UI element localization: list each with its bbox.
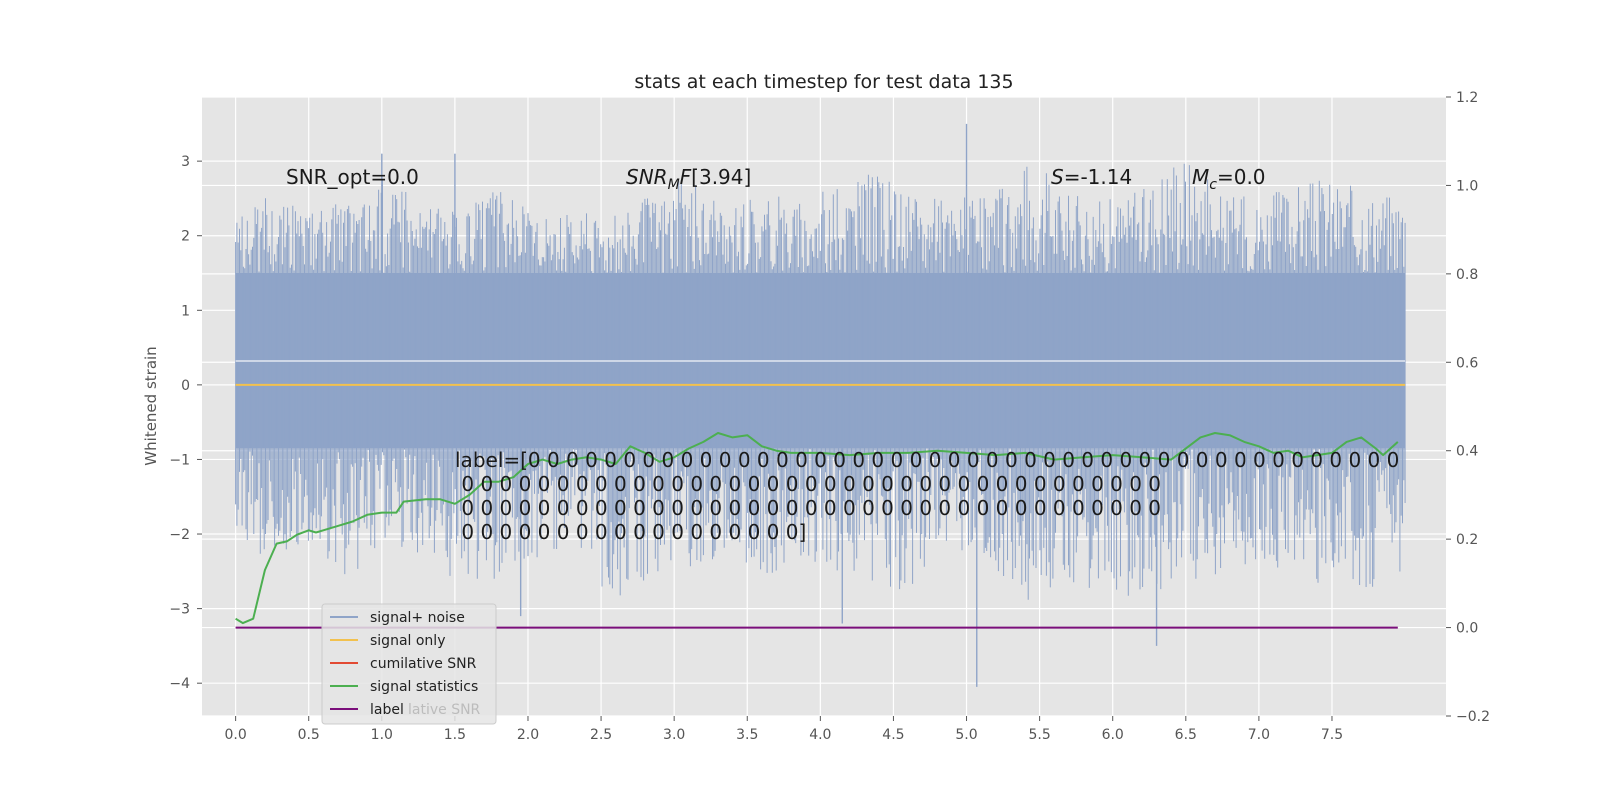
x-tick-label: 7.5: [1321, 727, 1343, 743]
label-annotation: label=[0 0 0 0 0 0 0 0 0 0 0 0 0 0 0 0 0…: [455, 448, 1399, 544]
y-tick-label: −3: [169, 602, 190, 618]
x-tick-label: 0.0: [224, 727, 246, 743]
label-line-3: 0 0 0 0 0 0 0 0 0 0 0 0 0 0 0 0 0 0 0 0 …: [455, 496, 1161, 520]
x-tick-label: 6.5: [1175, 727, 1197, 743]
noise-trace: [235, 163, 1406, 600]
x-tick-label: 3.5: [736, 727, 758, 743]
label-line-4: 0 0 0 0 0 0 0 0 0 0 0 0 0 0 0 0 0 0]: [455, 520, 806, 544]
legend-label-signal-noise: signal+ noise: [370, 610, 465, 626]
x-tick-label: 1.0: [371, 727, 393, 743]
y-tick-label: −4: [169, 676, 190, 692]
x-tick-label: 6.0: [1102, 727, 1124, 743]
y-axis-right: 1.2 1.0 0.8 0.6 0.4 0.2 0.0 −0.2: [1446, 90, 1490, 725]
y-tick-label: −2: [169, 527, 190, 543]
annotation-s: S=-1.14: [1051, 165, 1132, 189]
legend-ghost-text: lative SNR: [408, 702, 481, 718]
annotation-snr-opt: SNR_opt=0.0: [286, 165, 419, 189]
x-tick-label: 2.5: [590, 727, 612, 743]
x-tick-label: 4.5: [882, 727, 904, 743]
x-tick-label: 1.5: [444, 727, 466, 743]
legend-label-cumilative-snr: cumilative SNR: [370, 656, 477, 672]
x-tick-label: 0.5: [298, 727, 320, 743]
y-axis-label: Whitened strain: [142, 346, 160, 465]
label-line-1: label=[0 0 0 0 0 0 0 0 0 0 0 0 0 0 0 0 0…: [455, 448, 1399, 472]
annotation-snr-mf: SNRMF[3.94]: [626, 165, 751, 193]
y-axis-left: 3 2 1 0 −1 −2 −3 −4: [169, 154, 202, 692]
y2-tick-label: 1.0: [1456, 178, 1478, 194]
x-axis: 0.0 0.5 1.0 1.5 2.0 2.5 3.0 3.5 4.0 4.5 5.0 5.5 6.0 6…: [224, 716, 1343, 743]
y-tick-label: 1: [181, 303, 190, 319]
annotation-snr-mf-value: [3.94]: [691, 165, 751, 189]
y-tick-label: 0: [181, 378, 190, 394]
x-tick-label: 2.0: [517, 727, 539, 743]
y2-tick-label: −0.2: [1456, 709, 1490, 725]
series-line-signal-statistics: [235, 432, 1399, 625]
y-tick-label: 2: [181, 229, 190, 245]
y2-tick-label: 1.2: [1456, 90, 1478, 106]
legend-box: [321, 603, 497, 725]
x-tick-label: 7.0: [1248, 727, 1270, 743]
y2-tick-label: 0.6: [1456, 355, 1478, 371]
y-tick-label: −1: [169, 452, 190, 468]
legend-label-label: label: [370, 702, 404, 718]
y-tick-label: 3: [181, 154, 190, 170]
x-tick-label: 3.0: [663, 727, 685, 743]
legend: signal+ noise signal only cumilative SNR…: [321, 603, 497, 725]
annotation-mc-value: =0.0: [1217, 165, 1266, 189]
y2-tick-label: 0.0: [1456, 621, 1478, 637]
annotation-mc: Mc=0.0: [1192, 165, 1266, 193]
label-line-2: 0 0 0 0 0 0 0 0 0 0 0 0 0 0 0 0 0 0 0 0 …: [455, 472, 1161, 496]
signal-noise-series: [235, 123, 1406, 687]
annotation-s-value: =-1.14: [1064, 165, 1133, 189]
y2-tick-label: 0.4: [1456, 444, 1478, 460]
chart-title: stats at each timestep for test data 135: [634, 71, 1013, 93]
legend-label-signal-only: signal only: [370, 633, 445, 649]
y2-tick-label: 0.2: [1456, 532, 1478, 548]
y2-tick-label: 0.8: [1456, 267, 1478, 283]
x-tick-label: 5.0: [955, 727, 977, 743]
x-tick-label: 4.0: [809, 727, 831, 743]
legend-label-signal-statistics: signal statistics: [370, 679, 478, 695]
x-tick-label: 5.5: [1028, 727, 1050, 743]
